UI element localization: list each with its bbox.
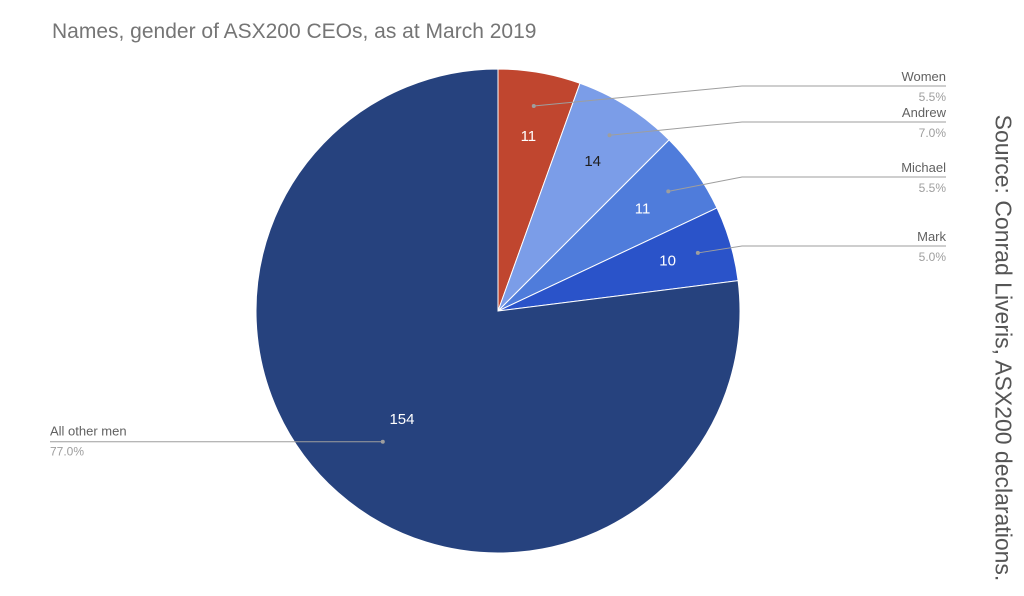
legend-percent-michael: 5.5% [919,181,947,195]
legend-percent-women: 5.5% [919,90,947,104]
callout-line-mark [697,245,946,254]
legend-label-mark: Mark [917,229,946,244]
legend-percent-all-other-men: 77.0% [50,445,84,459]
slice-value-all-other-men: 154 [389,411,414,428]
slice-value-labels: 11 14 11 10 154 [389,128,676,428]
pie-slices [255,68,741,554]
source-note: Source: Conrad Liveris, ASX200 declarati… [990,114,1017,582]
slice-value-michael: 11 [635,200,651,217]
slice-value-mark: 10 [659,253,676,270]
callout-line-michael [668,176,946,192]
legend-label-michael: Michael [901,160,946,175]
callout-line-women [533,85,946,107]
slice-value-women: 11 [521,128,537,145]
chart-title: Names, gender of ASX200 CEOs, as at Marc… [52,20,537,43]
legend-label-andrew: Andrew [902,105,947,120]
legend-label-women: Women [901,69,946,84]
legend-percent-andrew: 7.0% [919,126,947,140]
pie-slice-all-other-men [255,68,741,554]
slice-value-andrew: 14 [584,153,601,170]
legend-label-all-other-men: All other men [50,424,127,439]
callout-line-andrew [609,121,946,136]
legend-callouts: Women5.5%Andrew7.0%Michael5.5%Mark5.0%Al… [50,69,947,459]
legend-percent-mark: 5.0% [919,250,947,264]
pie-slice-andrew [497,82,670,312]
